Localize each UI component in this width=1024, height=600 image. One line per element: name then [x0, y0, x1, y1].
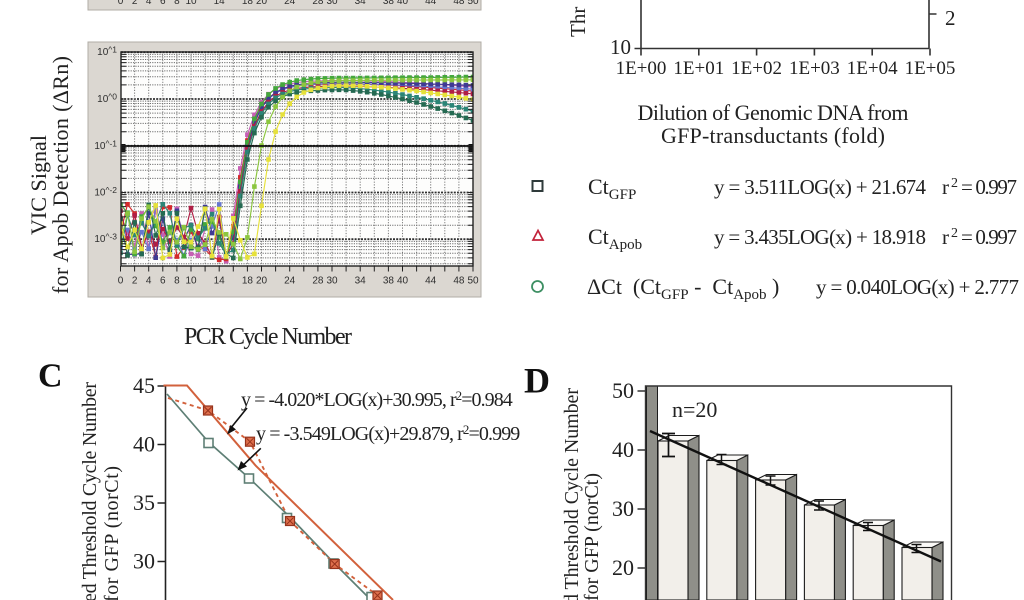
- svg-text:10: 10: [610, 35, 631, 59]
- svg-text:CtGFP: CtGFP: [588, 174, 636, 203]
- svg-text:2: 2: [132, 275, 138, 286]
- svg-text:50: 50: [612, 378, 634, 403]
- svg-text:34: 34: [355, 0, 367, 7]
- svg-text:0: 0: [118, 275, 124, 286]
- svg-text:CtApob: CtApob: [588, 224, 642, 253]
- svg-text:38: 38: [383, 275, 395, 286]
- svg-text:y = 0.040LOG(x) + 2.777: y = 0.040LOG(x) + 2.777: [816, 275, 1019, 299]
- svg-text:1E+02: 1E+02: [731, 58, 782, 79]
- svg-text:10: 10: [185, 275, 197, 286]
- svg-text:Dilution of Genomic DNA from: Dilution of Genomic DNA from: [638, 100, 909, 125]
- svg-text:50: 50: [467, 275, 479, 286]
- svg-text:for GFP (norCt): for GFP (norCt): [101, 466, 123, 600]
- svg-text:D: D: [524, 361, 550, 401]
- svg-text:Thr: Thr: [566, 7, 590, 37]
- svg-text:1E+04: 1E+04: [847, 58, 898, 79]
- svg-text:44: 44: [425, 275, 437, 286]
- svg-text:0: 0: [118, 0, 124, 7]
- svg-text:VIC Signal: VIC Signal: [26, 135, 51, 235]
- svg-text:28: 28: [312, 0, 324, 7]
- svg-text:14: 14: [214, 275, 226, 286]
- svg-text:GFP-transductants (fold): GFP-transductants (fold): [661, 123, 885, 148]
- svg-text:18: 18: [242, 0, 254, 7]
- svg-text:ed Threshold Cycle Number: ed Threshold Cycle Number: [79, 382, 101, 600]
- svg-text:2: 2: [945, 6, 956, 30]
- svg-text:PCR Cycle Number: PCR Cycle Number: [184, 324, 352, 350]
- svg-text:2: 2: [132, 0, 138, 7]
- svg-text:1E+00: 1E+00: [616, 58, 667, 79]
- svg-text:= 0.997: = 0.997: [961, 175, 1017, 199]
- svg-text:1E+01: 1E+01: [673, 58, 724, 79]
- svg-text:y = -4.020*LOG(x)+30.995, r2=0: y = -4.020*LOG(x)+30.995, r2=0.984: [241, 388, 513, 411]
- svg-text:1E+05: 1E+05: [905, 58, 956, 79]
- svg-text:18: 18: [242, 275, 254, 286]
- svg-text:4: 4: [146, 0, 152, 7]
- svg-text:2: 2: [951, 226, 958, 241]
- svg-text:48: 48: [453, 275, 465, 286]
- svg-text:40: 40: [133, 432, 155, 457]
- svg-text:20: 20: [612, 555, 634, 580]
- svg-text:y = 3.435LOG(x) + 18.918: y = 3.435LOG(x) + 18.918: [714, 225, 926, 249]
- svg-text:C: C: [38, 358, 63, 395]
- svg-text:2: 2: [951, 176, 958, 191]
- svg-text:r: r: [942, 225, 949, 249]
- svg-text:30: 30: [326, 0, 338, 7]
- svg-text:44: 44: [425, 0, 437, 7]
- svg-text:8: 8: [174, 0, 180, 7]
- svg-text:6: 6: [160, 275, 166, 286]
- svg-text:= 0.997: = 0.997: [961, 225, 1017, 249]
- svg-text:30: 30: [133, 549, 155, 574]
- svg-text:48: 48: [453, 0, 465, 7]
- svg-text:n=20: n=20: [672, 397, 717, 422]
- svg-text:r: r: [942, 175, 949, 199]
- svg-text:30: 30: [612, 496, 634, 521]
- svg-text:8: 8: [174, 275, 180, 286]
- svg-text:20: 20: [256, 0, 268, 7]
- svg-text:14: 14: [214, 0, 226, 7]
- svg-text:10: 10: [185, 0, 197, 7]
- svg-text:30: 30: [326, 275, 338, 286]
- svg-text:40: 40: [612, 437, 634, 462]
- svg-text:y = 3.511LOG(x) + 21.674: y = 3.511LOG(x) + 21.674: [714, 175, 927, 199]
- svg-text:28: 28: [312, 275, 324, 286]
- svg-text:1E+03: 1E+03: [789, 58, 840, 79]
- svg-text:38: 38: [383, 0, 395, 7]
- svg-text:45: 45: [133, 373, 155, 398]
- svg-text:d Threshold Cycle Number: d Threshold Cycle Number: [561, 388, 583, 600]
- svg-text:40: 40: [397, 275, 409, 286]
- svg-text:for GFP (norCt): for GFP (norCt): [581, 473, 603, 600]
- svg-text:20: 20: [256, 275, 268, 286]
- svg-text:24: 24: [284, 275, 296, 286]
- svg-text:50: 50: [467, 0, 479, 7]
- svg-text:24: 24: [284, 0, 296, 7]
- svg-text:35: 35: [133, 490, 155, 515]
- svg-text:y = -3.549LOG(x)+29.879, r2=0.: y = -3.549LOG(x)+29.879, r2=0.999: [256, 422, 520, 445]
- svg-text:4: 4: [146, 275, 152, 286]
- svg-text:for Apob Detection (ΔRn): for Apob Detection (ΔRn): [48, 56, 73, 294]
- svg-text:34: 34: [355, 275, 367, 286]
- svg-text:6: 6: [160, 0, 166, 7]
- svg-text:ΔCt (CtGFP - CtApob ): ΔCt (CtGFP - CtApob ): [587, 274, 779, 303]
- svg-text:40: 40: [397, 0, 409, 7]
